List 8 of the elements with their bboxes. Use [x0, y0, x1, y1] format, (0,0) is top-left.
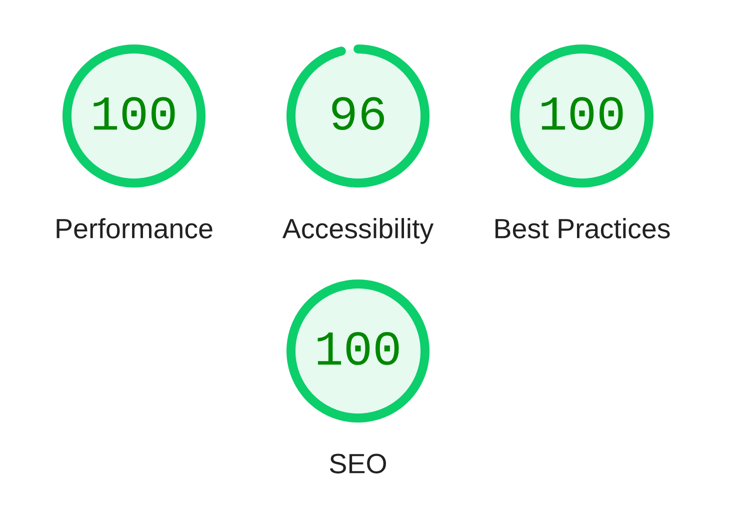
- category-label: Best Practices: [496, 218, 670, 238]
- category-label: Performance: [56, 218, 212, 238]
- category-label: SEO: [330, 454, 386, 474]
- category-label: Accessibility: [282, 218, 434, 244]
- data-label: 96: [332, 97, 384, 130]
- data-label: 100: [318, 332, 399, 366]
- data-label: 100: [542, 97, 623, 130]
- data-label: 100: [94, 97, 175, 130]
